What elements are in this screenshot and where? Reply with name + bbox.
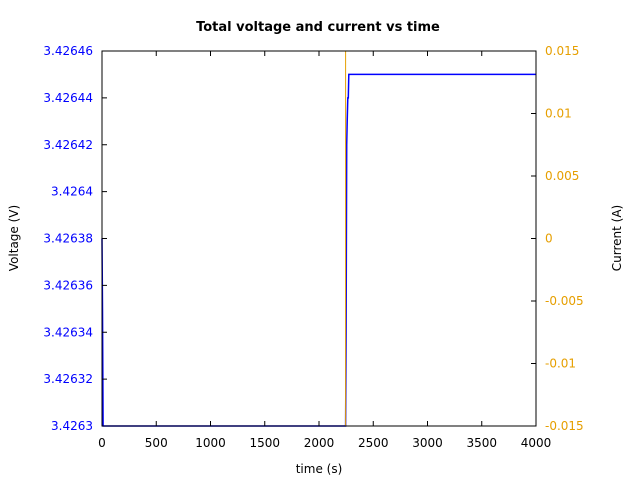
y-left-tick-label: 3.4263 xyxy=(51,419,93,433)
y-axis-right-label: Current (A) xyxy=(610,205,624,271)
x-tick-label: 0 xyxy=(98,436,106,450)
plot-frame xyxy=(101,50,537,427)
y-right-tick-label: 0.01 xyxy=(545,107,572,121)
x-tick-label: 4000 xyxy=(521,436,552,450)
x-axis-label: time (s) xyxy=(296,462,343,476)
plot-layer xyxy=(101,51,536,427)
x-axis: 0 500 1000 1500 2000 2500 3000 3500 4000 xyxy=(98,51,551,450)
y-left-tick-label: 3.4264 xyxy=(51,185,93,199)
x-tick-label: 2000 xyxy=(304,436,335,450)
y-right-tick-label: -0.01 xyxy=(545,357,576,371)
y-left-tick-label: 3.42638 xyxy=(43,232,93,246)
x-tick-label: 500 xyxy=(145,436,168,450)
y-right-tick-label: -0.015 xyxy=(545,419,584,433)
y-right-tick-label: 0 xyxy=(545,232,553,246)
y-right-tick-label: 0.005 xyxy=(545,169,579,183)
y-right-tick-label: -0.005 xyxy=(545,294,584,308)
x-tick-label: 1500 xyxy=(249,436,280,450)
y-left-tick-label: 3.42636 xyxy=(43,278,93,292)
y-axis-left: 3.4263 3.42632 3.42634 3.42636 3.42638 3.4264… xyxy=(43,44,107,433)
voltage-series-line xyxy=(101,73,536,427)
y-left-tick-label: 3.42632 xyxy=(43,372,93,386)
y-axis-left-label: Voltage (V) xyxy=(7,205,21,271)
x-tick-label: 2500 xyxy=(358,436,389,450)
y-axis-right: -0.015 -0.01 -0.005 0 0.005 0.01 0.015 xyxy=(531,44,584,433)
chart-title: Total voltage and current vs time xyxy=(196,20,440,35)
y-left-tick-label: 3.42634 xyxy=(43,325,93,339)
y-right-tick-label: 0.015 xyxy=(545,44,579,58)
x-tick-label: 3500 xyxy=(466,436,497,450)
x-tick-label: 1000 xyxy=(195,436,226,450)
y-left-tick-label: 3.42646 xyxy=(43,44,93,58)
x-tick-label: 3000 xyxy=(412,436,443,450)
y-left-tick-label: 3.42644 xyxy=(43,91,93,105)
y-left-tick-label: 3.42642 xyxy=(43,138,93,152)
